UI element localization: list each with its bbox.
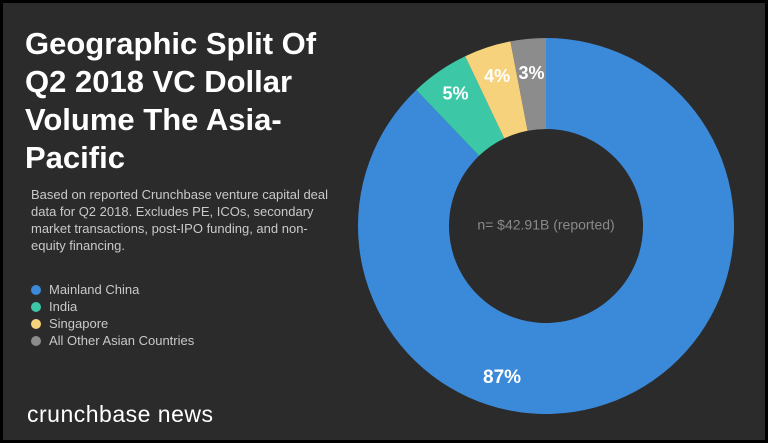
slice-label-india: 5% (442, 83, 468, 103)
slice-label-other-asian-countries: 3% (518, 63, 544, 83)
legend-label: Mainland China (49, 282, 140, 297)
slice-other-asian-countries (510, 38, 546, 131)
legend-item-other-asian-countries: All Other Asian Countries (31, 332, 194, 349)
legend-item-india: India (31, 298, 194, 315)
slice-mainland-china (357, 38, 734, 414)
legend-item-singapore: Singapore (31, 315, 194, 332)
legend-label: India (49, 299, 78, 314)
slice-label-singapore: 4% (484, 66, 510, 86)
legend-swatch (31, 335, 41, 346)
legend-item-mainland-china: Mainland China (31, 281, 194, 298)
legend-swatch (31, 284, 41, 295)
slice-label-mainland-china: 87% (483, 367, 521, 388)
chart-title: Geographic Split Of Q2 2018 VC Dollar Vo… (25, 26, 317, 175)
brand-logo: crunchbase news (27, 401, 214, 427)
slice-labels: 87% 5% 4% 3% (442, 63, 544, 388)
slice-singapore (465, 41, 528, 139)
legend-label: All Other Asian Countries (49, 333, 195, 348)
legend-swatch (31, 301, 41, 312)
donut-slices (357, 38, 734, 414)
legend-label: Singapore (49, 316, 109, 331)
chart-subtitle: Based on reported Crunchbase venture cap… (31, 187, 329, 253)
donut-chart: 87% 5% 4% 3% n= $42.91B (reported) (357, 38, 734, 414)
legend-swatch (31, 318, 41, 329)
legend: Mainland China India Singapore All Other… (31, 281, 194, 349)
center-label: n= $42.91B (reported) (477, 217, 614, 233)
slice-india (416, 56, 505, 156)
